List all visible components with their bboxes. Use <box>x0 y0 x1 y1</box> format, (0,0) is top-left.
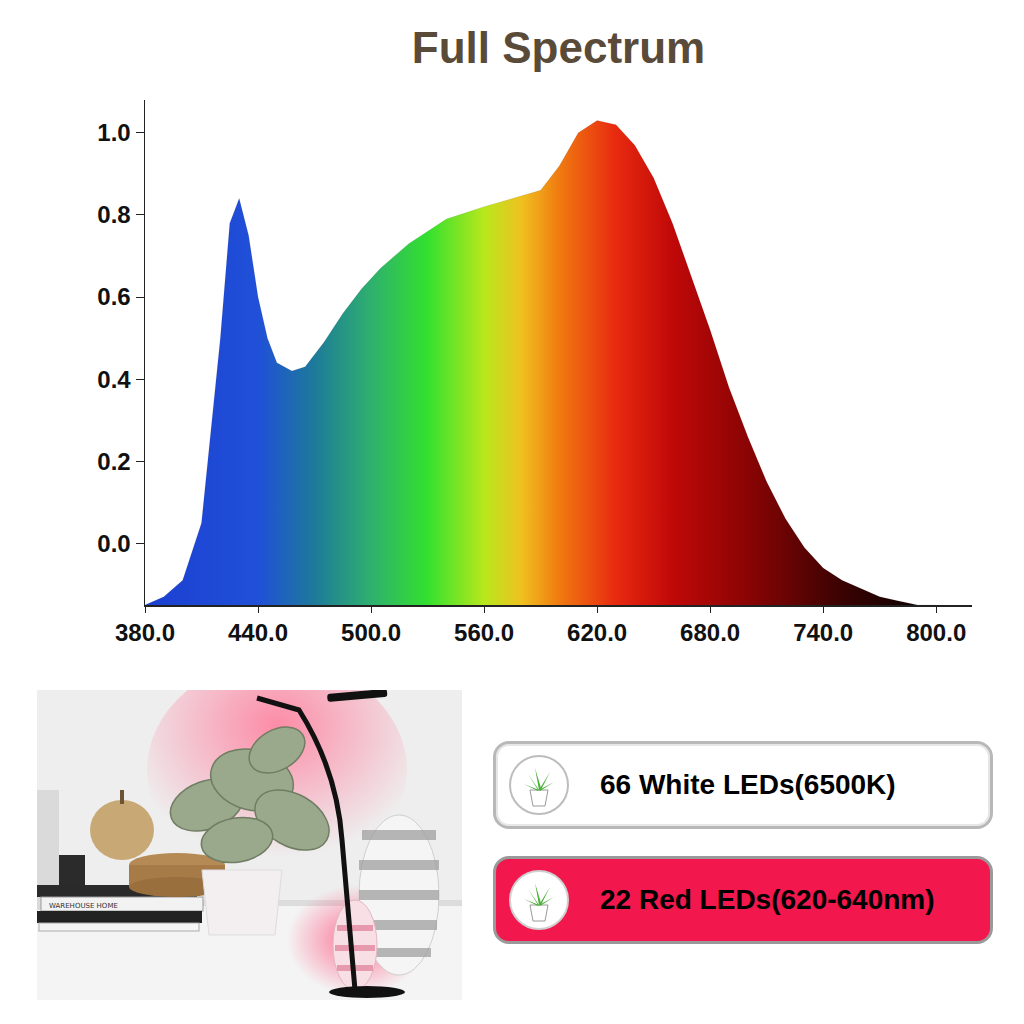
svg-text:0.6: 0.6 <box>97 283 130 310</box>
svg-text:WAREHOUSE HOME: WAREHOUSE HOME <box>49 902 118 910</box>
svg-text:0.2: 0.2 <box>97 448 130 475</box>
svg-text:800.0: 800.0 <box>906 619 966 646</box>
svg-text:380.0: 380.0 <box>115 619 175 646</box>
svg-text:0.0: 0.0 <box>97 530 130 557</box>
svg-text:620.0: 620.0 <box>567 619 627 646</box>
svg-text:1.0: 1.0 <box>97 119 130 146</box>
svg-text:680.0: 680.0 <box>680 619 740 646</box>
svg-text:560.0: 560.0 <box>454 619 514 646</box>
html-text:66 White LEDs(6500K): 66 White LEDs(6500K) <box>600 769 896 800</box>
svg-text:500.0: 500.0 <box>341 619 401 646</box>
svg-text:740.0: 740.0 <box>793 619 853 646</box>
html-text:22 Red LEDs(620-640nm): 22 Red LEDs(620-640nm) <box>600 884 935 915</box>
svg-text:0.8: 0.8 <box>97 201 130 228</box>
svg-text:440.0: 440.0 <box>228 619 288 646</box>
svg-text:Full Spectrum: Full Spectrum <box>412 23 705 72</box>
svg-text:0.4: 0.4 <box>97 366 131 393</box>
